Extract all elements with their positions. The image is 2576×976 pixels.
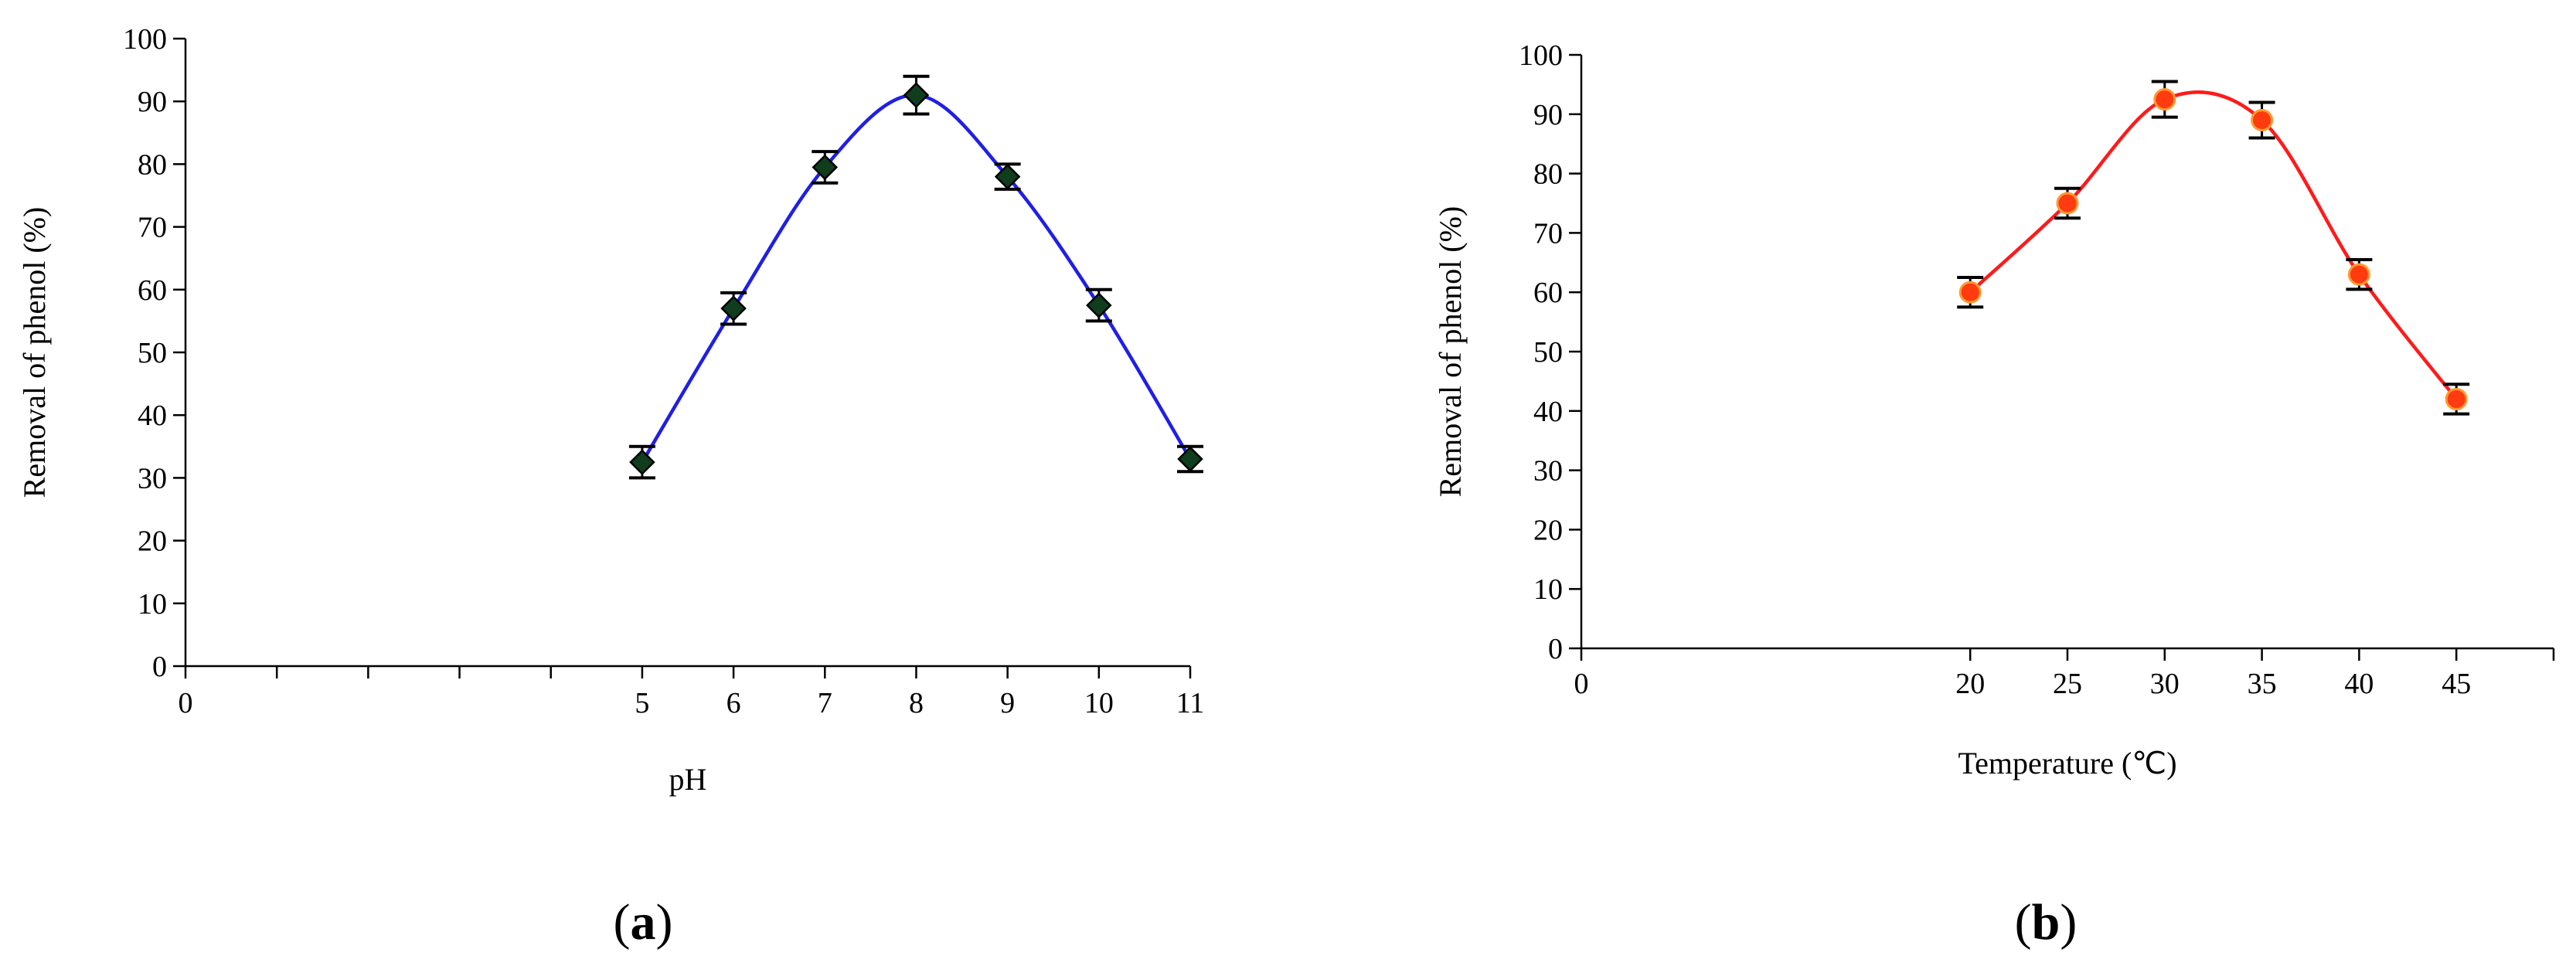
x-axis-title: pH: [669, 762, 707, 797]
y-tick-label: 10: [138, 588, 167, 621]
data-point: [2445, 387, 2468, 410]
x-tick-label: 35: [2248, 668, 2277, 700]
data-point: [1958, 281, 1982, 304]
chart-panel-b: 0 10 20 30 40 50 60 70 80 90 100 0 20 25 30 35 40 45 Tempe…: [1433, 39, 2555, 950]
y-tick-label: 90: [1533, 99, 1563, 131]
y-tick-label: 50: [138, 337, 167, 369]
x-tick-label: 20: [1955, 668, 1985, 700]
data-point: [2347, 263, 2370, 286]
x-axis-title: Temperature (℃): [1958, 746, 2176, 780]
y-tick-label: 30: [1533, 455, 1563, 488]
y-axis-title: Removal of phenol (%): [17, 207, 52, 498]
x-tick-label: 0: [1574, 668, 1589, 700]
panel-label-close-paren: ): [2060, 894, 2077, 950]
y-tick-label: 90: [138, 86, 167, 118]
data-point: [720, 295, 747, 321]
chart-panel-a: 0 10 20 30 40 50 60 70 80 90 100 0 5 6 7 8 9 10 11 pH Remova…: [17, 23, 1204, 950]
series-line: [640, 93, 1192, 464]
y-tick-label: 0: [1548, 633, 1563, 665]
x-tick-label: 40: [2344, 668, 2374, 700]
y-tick-label: 20: [1533, 514, 1563, 546]
x-tick-label: 0: [179, 687, 193, 719]
y-tick-label: 40: [1533, 396, 1563, 428]
x-tick-label: 11: [1176, 687, 1205, 719]
x-tick-label: 6: [727, 687, 741, 719]
x-tick-label: 10: [1084, 687, 1114, 719]
panel-label-open-paren: (: [614, 894, 631, 950]
y-tick-label: 100: [1519, 39, 1563, 72]
series-line: [1969, 90, 2458, 400]
y-tick-label: 100: [123, 23, 167, 56]
y-tick-label: 60: [138, 274, 167, 307]
x-tick-label: 7: [818, 687, 832, 719]
x-tick-label: 9: [1000, 687, 1015, 719]
data-point: [812, 154, 839, 181]
y-tick-label: 20: [138, 525, 167, 558]
panel-label: (a): [614, 894, 673, 950]
y-tick-label: 80: [1533, 158, 1563, 191]
data-point: [2251, 108, 2274, 131]
x-tick-label: 30: [2150, 668, 2180, 700]
x-tick-label: 5: [635, 687, 649, 719]
y-tick-label: 40: [138, 400, 167, 432]
x-tick-label: 25: [2053, 668, 2082, 700]
data-point: [1086, 292, 1112, 318]
data-point: [2153, 88, 2176, 111]
panel-label-open-paren: (: [2015, 894, 2032, 950]
panel-label-letter: a: [631, 894, 656, 950]
data-point: [1177, 446, 1203, 472]
data-point: [629, 449, 655, 475]
y-tick-label: 80: [138, 148, 167, 181]
y-tick-label: 30: [138, 462, 167, 495]
y-tick-label: 70: [1533, 217, 1563, 250]
y-tick-label: 50: [1533, 336, 1563, 369]
x-tick-label: 8: [909, 687, 924, 719]
y-tick-label: 0: [152, 651, 167, 683]
y-axis-title: Removal of phenol (%): [1433, 206, 1468, 498]
data-point: [994, 163, 1021, 190]
y-tick-label: 10: [1533, 573, 1563, 606]
data-point: [903, 82, 930, 108]
panel-label: (b): [2015, 894, 2077, 950]
data-point: [2056, 192, 2079, 215]
y-tick-label: 60: [1533, 277, 1563, 309]
y-tick-label: 70: [138, 212, 167, 244]
panel-label-close-paren: ): [656, 894, 673, 950]
panel-label-letter: b: [2032, 894, 2060, 950]
x-tick-label: 45: [2442, 668, 2471, 700]
